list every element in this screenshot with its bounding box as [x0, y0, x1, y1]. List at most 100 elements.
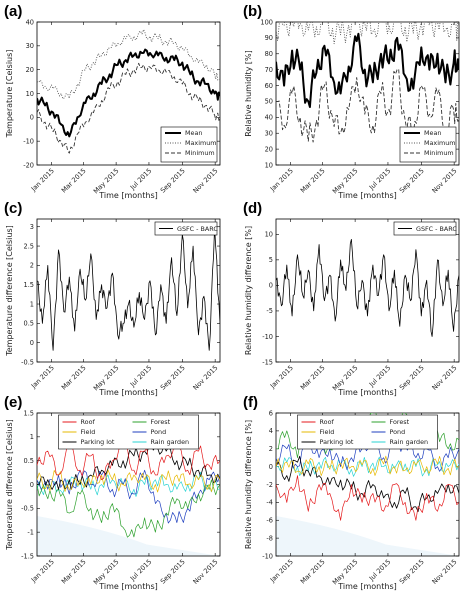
legend-box [58, 414, 199, 450]
y-tick-label: 0 [269, 282, 273, 290]
background-shade [276, 515, 459, 556]
y-tick-label: -1 [27, 528, 34, 536]
series-line-pond [37, 469, 220, 524]
legend-label: Field [81, 428, 96, 436]
series-line-rain-garden [37, 471, 220, 497]
panel-letter: (c) [4, 200, 22, 217]
y-tick-label: 0 [30, 114, 34, 122]
x-axis-label: Time [months] [98, 582, 158, 591]
legend: Roof Field Parking lot Forest Pond Rain garde… [58, 414, 199, 450]
panel-letter: (b) [243, 3, 262, 20]
x-tick-label: Nov 2015 [430, 364, 458, 392]
y-tick-label: 30 [265, 130, 273, 138]
x-tick-label: Mar 2015 [60, 558, 88, 586]
x-axis-label: Time [months] [98, 191, 158, 200]
x-tick-label: Sep 2015 [159, 364, 187, 392]
y-tick-label: 3 [30, 223, 34, 231]
series-line-roof [276, 475, 459, 521]
series-line-parking-lot [276, 455, 459, 513]
y-tick-label: -8 [266, 534, 273, 542]
y-tick-label: 50 [265, 98, 273, 106]
plot-frame [36, 218, 221, 363]
legend-label: Parking lot [320, 438, 354, 446]
series-line-gsfc-barc [37, 226, 220, 351]
x-tick-label: Jan 2015 [29, 167, 56, 194]
x-tick-label: Sep 2015 [398, 558, 426, 586]
panel-letter: (f) [243, 394, 258, 411]
x-tick-label: Nov 2015 [191, 558, 219, 586]
legend-label: Field [320, 428, 335, 436]
y-tick-label: 0 [30, 481, 34, 489]
series-line-maximum [276, 22, 459, 45]
panel-letter: (a) [4, 3, 22, 20]
panel-letter: (d) [243, 200, 262, 217]
legend-label: Forest [151, 418, 171, 426]
x-tick-label: Jul 2015 [367, 558, 392, 583]
y-tick-label: 80 [265, 50, 273, 58]
x-tick-label: Jan 2015 [268, 558, 295, 585]
legend-label: Roof [320, 418, 335, 426]
legend-label: Minimum [424, 149, 454, 157]
y-tick-label: 40 [265, 114, 273, 122]
x-tick-label: Jan 2015 [268, 167, 295, 194]
y-tick-label: 6 [269, 409, 273, 417]
x-tick-label: Jul 2015 [128, 364, 153, 389]
y-tick-label: -15 [262, 358, 273, 366]
legend: GSFC - BARC [154, 221, 218, 236]
y-tick-label: 0.5 [24, 320, 35, 328]
x-tick-label: Jan 2015 [268, 364, 295, 391]
legend-label: Maximum [185, 139, 217, 147]
y-tick-label: 30 [26, 42, 34, 50]
y-axis-label: Relative humidity [%] [244, 50, 253, 137]
y-tick-label: 1 [30, 300, 34, 308]
x-tick-label: Sep 2015 [398, 364, 426, 392]
series-line-maximum [37, 29, 220, 100]
background-shade [37, 515, 220, 556]
legend-box [154, 221, 218, 236]
legend: Roof Field Parking lot Forest Pond Rain garde… [297, 414, 438, 450]
plot-frame [275, 21, 460, 166]
y-tick-label: 1.5 [24, 409, 35, 417]
series-line-rain-garden [276, 456, 459, 477]
series-line-field [37, 469, 220, 493]
y-tick-label: 10 [265, 161, 273, 169]
series-line-mean [37, 48, 220, 138]
x-tick-label: Mar 2015 [299, 558, 327, 586]
y-axis-label: Temperature difference [Celsius] [5, 225, 14, 357]
series-line-gsfc-barc [276, 238, 459, 337]
y-tick-label: 20 [26, 66, 34, 74]
y-tick-label: 90 [265, 34, 273, 42]
x-tick-label: Jul 2015 [367, 167, 392, 192]
y-tick-label: 10 [265, 231, 273, 239]
series-group [37, 29, 220, 154]
legend-label: Pond [390, 428, 406, 436]
series-line-forest [37, 479, 220, 538]
y-tick-label: -1.5 [21, 552, 34, 560]
x-axis-label: Time [months] [337, 582, 397, 591]
x-tick-label: Sep 2015 [159, 558, 187, 586]
legend-box [297, 414, 438, 450]
y-tick-label: 60 [265, 82, 273, 90]
x-tick-label: Jan 2015 [29, 558, 56, 585]
y-tick-label: 4 [269, 427, 273, 435]
y-tick-label: -4 [266, 499, 273, 507]
legend-label: GSFC - BARC [177, 225, 218, 233]
y-axis-label: Temperature difference [Celsius] [5, 419, 14, 551]
y-tick-label: 0 [30, 339, 34, 347]
y-tick-label: -10 [262, 552, 273, 560]
y-tick-label: -10 [23, 137, 34, 145]
y-tick-label: 2 [30, 262, 34, 270]
y-tick-label: -10 [262, 333, 273, 341]
legend-label: GSFC - BARC [416, 225, 457, 233]
x-tick-label: Nov 2015 [191, 167, 219, 195]
legend: GSFC - BARC [393, 221, 457, 236]
y-tick-label: 1 [30, 433, 34, 441]
x-tick-label: Nov 2015 [191, 364, 219, 392]
x-tick-label: Sep 2015 [159, 167, 187, 195]
x-tick-label: Mar 2015 [60, 364, 88, 392]
